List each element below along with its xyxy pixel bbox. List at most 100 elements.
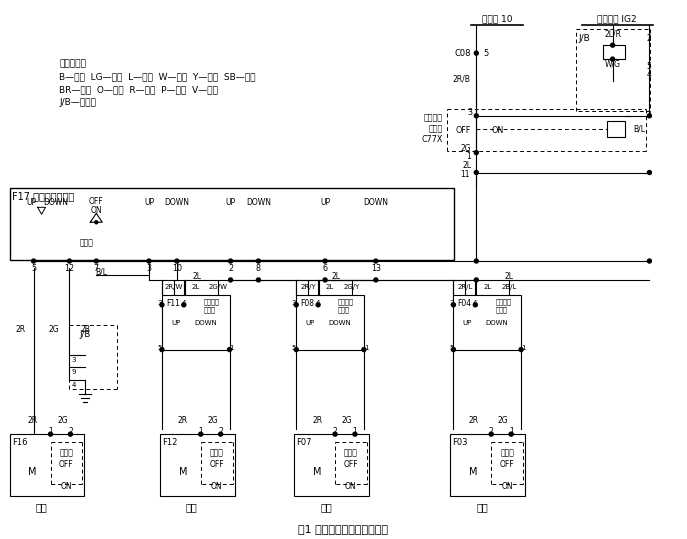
Text: UP: UP — [144, 198, 154, 207]
Bar — [607, 121, 624, 137]
Text: 2L: 2L — [462, 161, 471, 170]
Text: 2G: 2G — [48, 325, 59, 334]
Text: 11: 11 — [460, 170, 469, 179]
Text: 2L: 2L — [505, 272, 514, 281]
Text: F07: F07 — [296, 438, 312, 447]
Circle shape — [647, 259, 651, 263]
Text: 5: 5 — [292, 344, 296, 350]
Text: M: M — [469, 467, 477, 477]
Text: 3: 3 — [449, 300, 453, 306]
Circle shape — [374, 278, 378, 282]
Text: 点火开关 IG2: 点火开关 IG2 — [597, 15, 636, 24]
Text: 1: 1 — [509, 427, 513, 436]
Text: 电动车窗
副开关: 电动车窗 副开关 — [495, 299, 511, 313]
Circle shape — [451, 348, 455, 351]
Text: 2L: 2L — [192, 272, 201, 281]
Text: OFF: OFF — [210, 460, 224, 469]
Text: ON: ON — [211, 482, 223, 491]
Text: 5: 5 — [449, 344, 453, 350]
Bar — [602, 45, 624, 59]
Text: ON: ON — [91, 206, 102, 215]
Text: DOWN: DOWN — [363, 198, 388, 207]
Text: 2L: 2L — [483, 284, 491, 290]
Text: 3: 3 — [71, 356, 76, 363]
Circle shape — [172, 461, 194, 483]
Circle shape — [474, 51, 478, 55]
Text: DOWN: DOWN — [486, 320, 508, 326]
Text: 2G: 2G — [57, 416, 68, 425]
Text: DOWN: DOWN — [194, 320, 217, 326]
Text: 2R: 2R — [16, 325, 25, 334]
Bar — [10, 434, 85, 496]
Text: 2G: 2G — [207, 416, 218, 425]
Text: 4: 4 — [646, 70, 651, 79]
Circle shape — [175, 259, 179, 263]
Text: UP: UP — [27, 198, 36, 207]
Text: UP: UP — [225, 198, 236, 207]
Text: 2R/L: 2R/L — [458, 284, 473, 290]
Text: 2: 2 — [68, 427, 73, 436]
Circle shape — [474, 259, 478, 263]
Circle shape — [49, 432, 52, 436]
Text: 1: 1 — [466, 152, 471, 161]
Text: F12: F12 — [162, 438, 177, 447]
Text: 断路器: 断路器 — [210, 448, 223, 457]
Circle shape — [294, 348, 298, 351]
Text: 1: 1 — [229, 344, 234, 350]
Bar — [296, 295, 364, 350]
Text: B/L: B/L — [633, 124, 646, 133]
Text: UP: UP — [171, 320, 181, 326]
Circle shape — [451, 303, 455, 307]
Text: F08: F08 — [300, 299, 314, 308]
Circle shape — [323, 278, 327, 282]
Text: OFF: OFF — [89, 197, 104, 206]
Text: 6: 6 — [323, 264, 328, 273]
Text: J/B: J/B — [578, 34, 591, 43]
Text: 断路器: 断路器 — [60, 448, 74, 457]
Text: 2G/Y: 2G/Y — [344, 284, 360, 290]
Text: 后右: 后右 — [320, 502, 332, 512]
Text: 开关锁: 开关锁 — [80, 239, 93, 247]
Text: 电动车窗
继电器
C77X: 电动车窗 继电器 C77X — [421, 114, 442, 143]
Circle shape — [32, 259, 36, 263]
Circle shape — [229, 278, 233, 282]
Text: 5: 5 — [31, 264, 36, 273]
Text: M: M — [313, 467, 322, 477]
Text: 3: 3 — [157, 300, 162, 306]
Circle shape — [611, 43, 615, 47]
Text: DOWN: DOWN — [43, 198, 68, 207]
Text: DOWN: DOWN — [164, 198, 190, 207]
Circle shape — [182, 303, 185, 307]
Text: BR—棕色  O—橙色  R—红色  P—粉红  V—紫色: BR—棕色 O—橙色 R—红色 P—粉红 V—紫色 — [60, 85, 218, 94]
Circle shape — [362, 348, 366, 351]
Text: 1: 1 — [364, 344, 368, 350]
Text: 5: 5 — [483, 49, 488, 58]
Circle shape — [227, 348, 232, 351]
Text: 1: 1 — [199, 427, 203, 436]
Circle shape — [160, 348, 164, 351]
Text: 2L: 2L — [332, 272, 341, 281]
Text: UP: UP — [463, 320, 472, 326]
Circle shape — [306, 461, 328, 483]
Text: 10: 10 — [172, 264, 182, 273]
Text: 线色代号：: 线色代号： — [60, 59, 87, 68]
Text: 9: 9 — [71, 369, 76, 376]
Circle shape — [333, 432, 337, 436]
Text: 2G/W: 2G/W — [208, 284, 227, 290]
Text: J/B—接线盒: J/B—接线盒 — [60, 98, 96, 107]
Text: 4: 4 — [71, 382, 76, 389]
Text: 2G: 2G — [461, 144, 471, 153]
Text: F03: F03 — [453, 438, 468, 447]
Circle shape — [22, 461, 43, 483]
Text: 2R: 2R — [312, 416, 322, 425]
Text: DOWN: DOWN — [246, 198, 271, 207]
Circle shape — [489, 432, 493, 436]
Text: 2B/L: 2B/L — [502, 284, 517, 290]
Bar — [294, 434, 369, 496]
Text: OFF: OFF — [344, 460, 359, 469]
Circle shape — [69, 432, 72, 436]
Circle shape — [323, 259, 327, 263]
Text: 2L: 2L — [192, 284, 200, 290]
Text: F04: F04 — [458, 299, 471, 308]
Text: 7: 7 — [93, 264, 99, 273]
